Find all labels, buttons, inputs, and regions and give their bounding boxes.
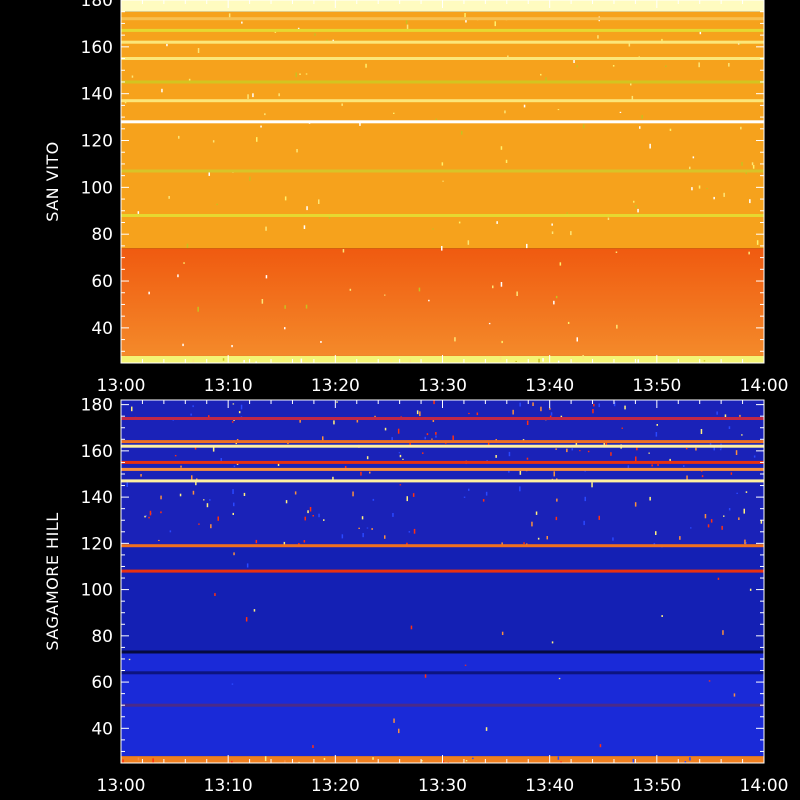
sagamore-hill-y-tick-label: 40 (91, 719, 113, 739)
san-vito-band (121, 11, 764, 249)
panel-san-vito: 13:00 13:10 13:20 13:30 13:40 13:50 14:00 40 60… (43, 0, 789, 396)
san-vito-y-tick-label: 180 (81, 0, 113, 11)
sagamore-hill-spectral-line (121, 479, 764, 483)
san-vito-x-tick-label: 13:00 (97, 376, 146, 396)
sagamore-hill-y-tick-label: 100 (81, 581, 113, 601)
san-vito-x-axis: 13:00 13:10 13:20 13:30 13:40 13:50 14:00 (97, 0, 789, 396)
sagamore-hill-x-tick-label: 13:10 (204, 776, 253, 796)
sagamore-hill-y-tick-label: 80 (91, 627, 113, 647)
sagamore-hill-band (121, 547, 764, 653)
sagamore-hill-spectral-line (121, 444, 764, 448)
sagamore-hill-y-tick-label: 120 (81, 534, 113, 554)
sagamore-hill-spectral-line (121, 417, 764, 420)
sagamore-hill-x-tick-label: 14:00 (740, 776, 789, 796)
san-vito-spectral-line (121, 99, 764, 103)
sagamore-hill-x-tick-label: 13:30 (418, 776, 467, 796)
san-vito-x-tick-label: 13:50 (632, 376, 681, 396)
sagamore-hill-spectral-line (121, 544, 764, 548)
sagamore-hill-x-axis: 13:00 13:10 13:20 13:30 13:40 13:50 14:00 (97, 400, 789, 796)
sagamore-hill-spectral-line (121, 703, 764, 707)
san-vito-band-speckle (192, 356, 749, 363)
sagamore-hill-band-speckle (128, 658, 736, 748)
sagamore-hill-y-axis: 40 60 80 100 120 140 160 180 (81, 396, 764, 764)
san-vito-spectral-line (121, 40, 764, 44)
sagamore-hill-spectral-line (121, 440, 764, 444)
sagamore-hill-x-tick-label: 13:40 (525, 776, 574, 796)
san-vito-spectral-line (121, 214, 764, 217)
san-vito-y-tick-label: 140 (81, 85, 113, 105)
san-vito-spectral-line (121, 17, 764, 21)
san-vito-spectral-line (121, 120, 764, 124)
sagamore-hill-spectral-line (121, 460, 764, 464)
sagamore-hill-x-tick-label: 13:50 (632, 776, 681, 796)
san-vito-spectral-line (121, 169, 764, 173)
san-vito-y-tick-label: 60 (91, 272, 113, 292)
san-vito-spectral-line (121, 28, 764, 32)
sagamore-hill-spectral-line (121, 650, 764, 654)
sagamore-hill-spectral-line (121, 569, 764, 573)
san-vito-x-tick-label: 13:40 (525, 376, 574, 396)
sagamore-hill-spectral-line (121, 467, 764, 471)
sagamore-hill-band (121, 400, 764, 548)
panel-sagamore-hill: 13:00 13:10 13:20 13:30 13:40 13:50 14:00 40 60… (43, 396, 789, 796)
sagamore-hill-x-tick-label: 13:00 (97, 776, 146, 796)
san-vito-band (121, 248, 764, 356)
san-vito-x-tick-label: 13:20 (311, 376, 360, 396)
san-vito-y-tick-label: 40 (91, 319, 113, 339)
sagamore-hill-y-tick-label: 140 (81, 488, 113, 508)
san-vito-band-speckle (148, 249, 750, 360)
san-vito-x-tick-label: 13:30 (418, 376, 467, 396)
san-vito-x-tick-label: 14:00 (740, 376, 789, 396)
san-vito-y-tick-label: 80 (91, 225, 113, 245)
san-vito-spectrogram (121, 0, 764, 363)
san-vito-y-tick-label: 160 (81, 38, 113, 58)
san-vito-y-tick-label: 120 (81, 132, 113, 152)
sagamore-hill-y-tick-label: 160 (81, 442, 113, 462)
sagamore-hill-x-tick-label: 13:20 (311, 776, 360, 796)
san-vito-spectral-line (121, 80, 764, 84)
sagamore-hill-band-speckle (214, 552, 752, 644)
sagamore-hill-spectral-line (121, 671, 764, 675)
sagamore-hill-y-axis-title: SAGAMORE HILL (43, 512, 62, 650)
san-vito-y-axis-title: SAN VITO (43, 141, 62, 221)
sagamore-hill-y-tick-label: 180 (81, 396, 113, 416)
sagamore-hill-y-tick-label: 60 (91, 673, 113, 693)
san-vito-y-axis: 40 60 80 100 120 140 160 180 (81, 0, 764, 364)
san-vito-y-tick-label: 100 (81, 178, 113, 198)
san-vito-x-tick-label: 13:10 (204, 376, 253, 396)
san-vito-spectral-line (121, 57, 764, 60)
sagamore-hill-spectrogram (121, 400, 764, 763)
